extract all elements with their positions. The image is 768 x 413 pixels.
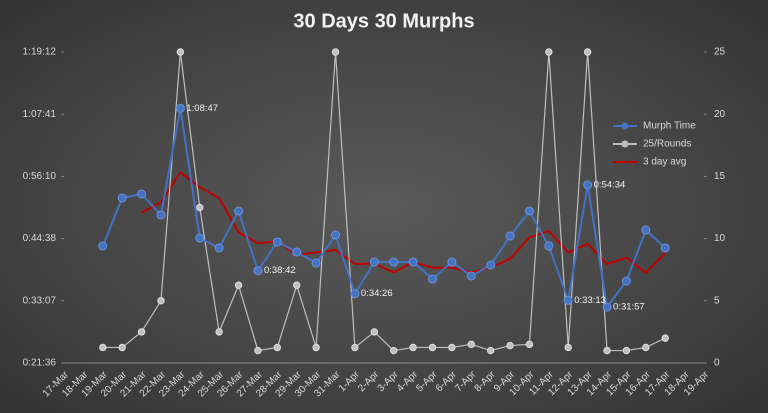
data-point	[641, 225, 651, 235]
data-point	[137, 328, 146, 336]
data-point	[505, 231, 515, 241]
y-tick-label: 0:33:07	[23, 295, 57, 306]
data-point	[564, 343, 572, 352]
x-tick-label: 5-Apr	[414, 369, 440, 395]
x-tick-label: 3-Apr	[376, 369, 402, 395]
data-point	[466, 271, 476, 281]
data-point	[486, 260, 496, 270]
data-point	[603, 346, 611, 355]
data-point	[253, 266, 263, 276]
data-point	[118, 343, 126, 352]
data-point	[196, 203, 204, 212]
data-point	[661, 334, 669, 342]
data-point	[409, 343, 417, 352]
y2-tick-label: 0	[714, 358, 720, 369]
data-point	[389, 346, 398, 355]
x-tick-label: 7-Apr	[453, 369, 479, 395]
y2-tick-label: 25	[714, 47, 726, 58]
x-tick-label: 1-Apr	[337, 369, 363, 395]
data-point	[370, 328, 379, 336]
data-point	[157, 297, 165, 305]
data-point	[195, 233, 205, 243]
data-point	[234, 206, 244, 216]
data-point	[215, 328, 223, 336]
legend-label: 25/Rounds	[643, 139, 691, 150]
data-point	[622, 346, 631, 355]
data-point	[621, 276, 631, 286]
data-point	[293, 281, 301, 289]
data-point	[254, 346, 262, 355]
data-point	[428, 343, 437, 352]
data-point	[369, 257, 379, 267]
data-point	[583, 48, 592, 56]
y-tick-label: 1:07:41	[23, 109, 57, 120]
data-label: 1:08:47	[186, 103, 218, 114]
data-point	[351, 343, 359, 352]
data-point	[660, 243, 670, 253]
legend-label: 3 day avg	[643, 157, 686, 168]
data-point	[525, 340, 534, 349]
x-tick-label: 4-Apr	[395, 369, 421, 395]
data-point	[331, 48, 340, 56]
legend-marker	[621, 140, 629, 148]
x-tick-label: 2-Apr	[356, 369, 382, 395]
data-point	[350, 289, 360, 299]
legend-marker	[621, 122, 629, 130]
legend-label: Murph Time	[643, 121, 696, 132]
data-label: 0:34:26	[361, 288, 393, 299]
data-point	[117, 193, 127, 203]
y2-tick-label: 10	[714, 233, 726, 244]
chart-title: 30 Days 30 Murphs	[293, 10, 474, 32]
data-point	[544, 241, 554, 251]
series-line	[101, 108, 666, 310]
data-point	[467, 340, 475, 349]
y-tick-label: 0:21:36	[23, 358, 57, 369]
data-point	[137, 189, 147, 199]
data-point	[545, 48, 553, 56]
data-point	[312, 343, 320, 352]
data-point	[98, 241, 108, 251]
data-label: 0:31:57	[613, 302, 645, 313]
y2-tick-label: 5	[714, 295, 720, 306]
data-point	[175, 103, 185, 113]
data-point	[642, 343, 650, 352]
data-point	[506, 341, 514, 350]
data-point	[427, 274, 437, 284]
data-point	[214, 243, 224, 253]
data-point	[234, 281, 243, 289]
data-point	[273, 343, 282, 352]
data-point	[448, 343, 456, 352]
data-point	[408, 257, 418, 267]
data-point	[389, 257, 399, 267]
data-label: 0:33:13	[574, 295, 606, 306]
data-point	[311, 258, 321, 268]
data-point	[331, 230, 341, 240]
data-point	[486, 346, 495, 355]
x-tick-label: 8-Apr	[473, 369, 499, 395]
data-point	[524, 206, 534, 216]
data-point	[176, 48, 185, 56]
data-point	[447, 257, 457, 267]
data-label: 0:54:34	[594, 180, 626, 191]
y-tick-label: 0:44:38	[23, 233, 57, 244]
data-point	[272, 237, 282, 247]
data-point	[99, 343, 107, 352]
y2-tick-label: 20	[714, 109, 726, 120]
data-point	[563, 295, 573, 305]
data-point	[156, 210, 166, 220]
y2-tick-label: 15	[714, 171, 726, 182]
data-point	[292, 247, 302, 257]
y-tick-label: 0:56:10	[23, 171, 57, 182]
data-point	[583, 180, 593, 190]
x-tick-label: 6-Apr	[434, 369, 460, 395]
y-tick-label: 1:19:12	[23, 47, 57, 58]
data-point	[602, 302, 612, 312]
data-label: 0:38:42	[264, 265, 296, 276]
